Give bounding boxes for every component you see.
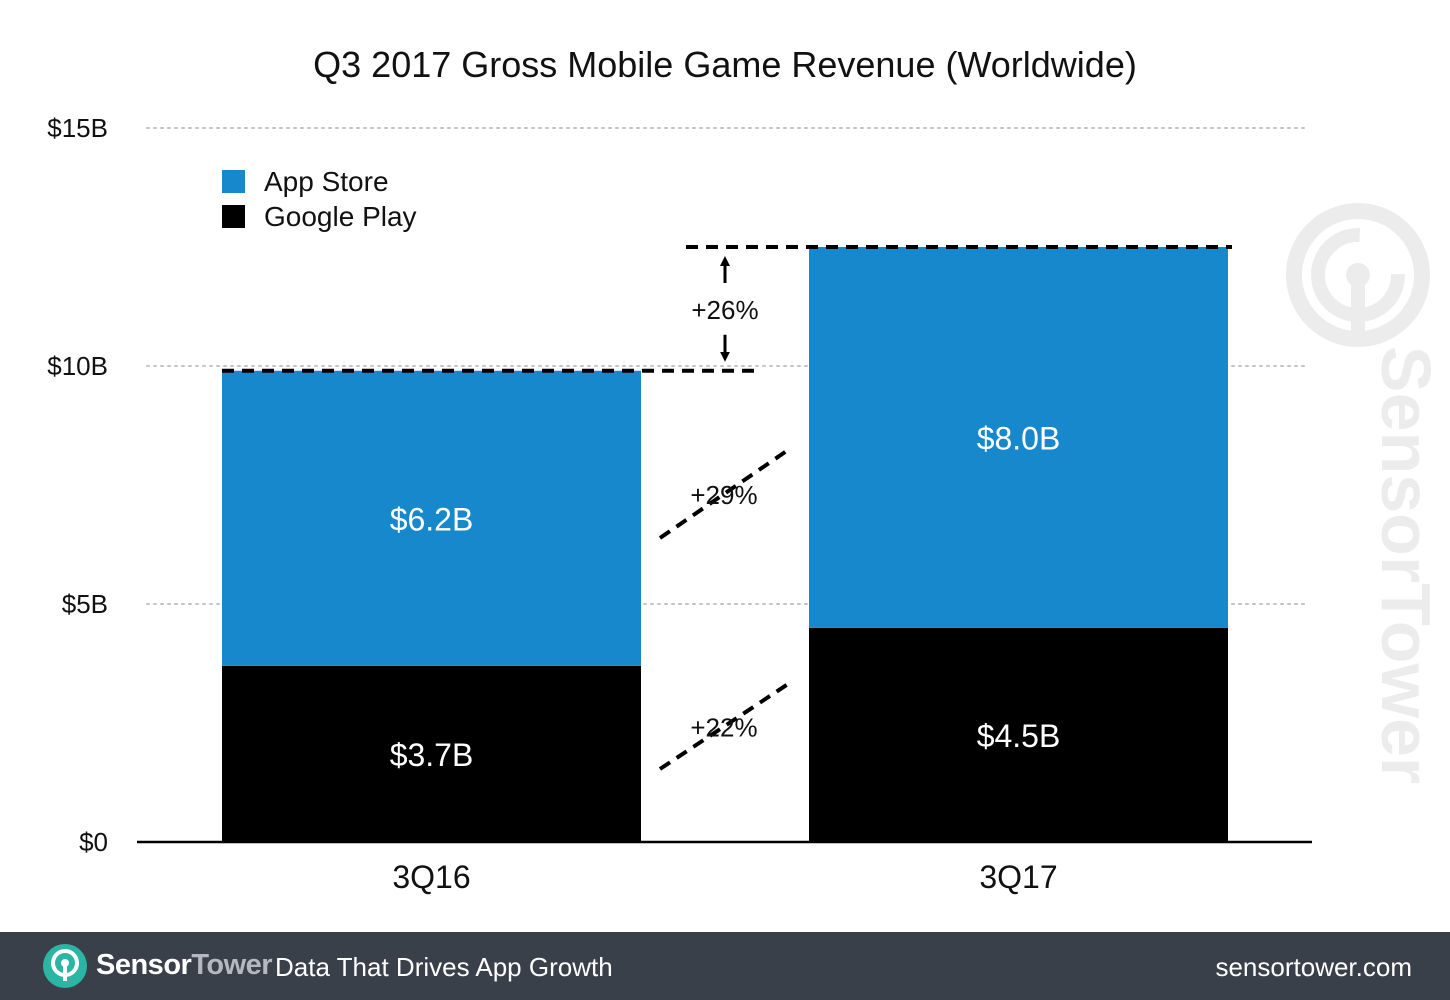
- chart-title: Q3 2017 Gross Mobile Game Revenue (World…: [313, 44, 1137, 85]
- x-axis: 3Q16 3Q17: [137, 840, 1312, 895]
- data-label: $8.0B: [977, 420, 1061, 456]
- legend-label: Google Play: [264, 201, 417, 232]
- bar-app-store-3q17: [809, 247, 1228, 628]
- data-label: $6.2B: [390, 501, 474, 537]
- growth-label-google-play-growth: +22%: [690, 713, 757, 743]
- footer-site-link[interactable]: sensortower.com: [1215, 952, 1412, 982]
- growth-slash: [658, 448, 790, 540]
- y-axis: $0 $5B $10B $15B: [47, 113, 108, 857]
- growth-label-app-store-growth: +29%: [690, 480, 757, 510]
- footer-brand-part1: Sensor: [96, 949, 192, 981]
- y-tick-label: $0: [79, 827, 108, 857]
- sensortower-watermark-icon: [1286, 203, 1430, 347]
- growth-label-total: +26%: [691, 295, 758, 325]
- footer: SensorTower Data That Drives App Growth …: [0, 932, 1450, 1000]
- footer-tagline: Data That Drives App Growth: [275, 952, 613, 982]
- x-tick-label: 3Q16: [392, 859, 470, 895]
- bars: $3.7B $4.5B $6.2B $8.0B: [222, 247, 1228, 842]
- footer-brand-part2: Tower: [191, 949, 273, 981]
- data-label: $3.7B: [390, 737, 474, 773]
- sensortower-watermark: SensorTower: [1286, 203, 1445, 784]
- sensortower-logo-icon: [43, 944, 87, 988]
- bar-google-play-3q16: [222, 665, 641, 842]
- growth-slash: [658, 682, 790, 771]
- revenue-chart: Q3 2017 Gross Mobile Game Revenue (World…: [47, 44, 1445, 895]
- y-tick-label: $5B: [62, 589, 108, 619]
- x-tick-label: 3Q17: [979, 859, 1057, 895]
- bar-app-store-3q16: [222, 370, 641, 666]
- legend: App Store Google Play: [222, 166, 417, 232]
- growth-annotations: +26% +29% +22%: [222, 245, 1232, 771]
- data-label: $4.5B: [977, 718, 1061, 754]
- sensortower-watermark-text: SensorTower: [1367, 346, 1445, 784]
- footer-brand[interactable]: SensorTower: [96, 949, 273, 982]
- y-tick-label: $15B: [47, 113, 108, 143]
- bar-google-play-3q17: [809, 627, 1228, 842]
- legend-swatch: [222, 170, 245, 193]
- legend-swatch: [222, 205, 245, 228]
- legend-label: App Store: [264, 166, 389, 197]
- y-tick-label: $10B: [47, 351, 108, 381]
